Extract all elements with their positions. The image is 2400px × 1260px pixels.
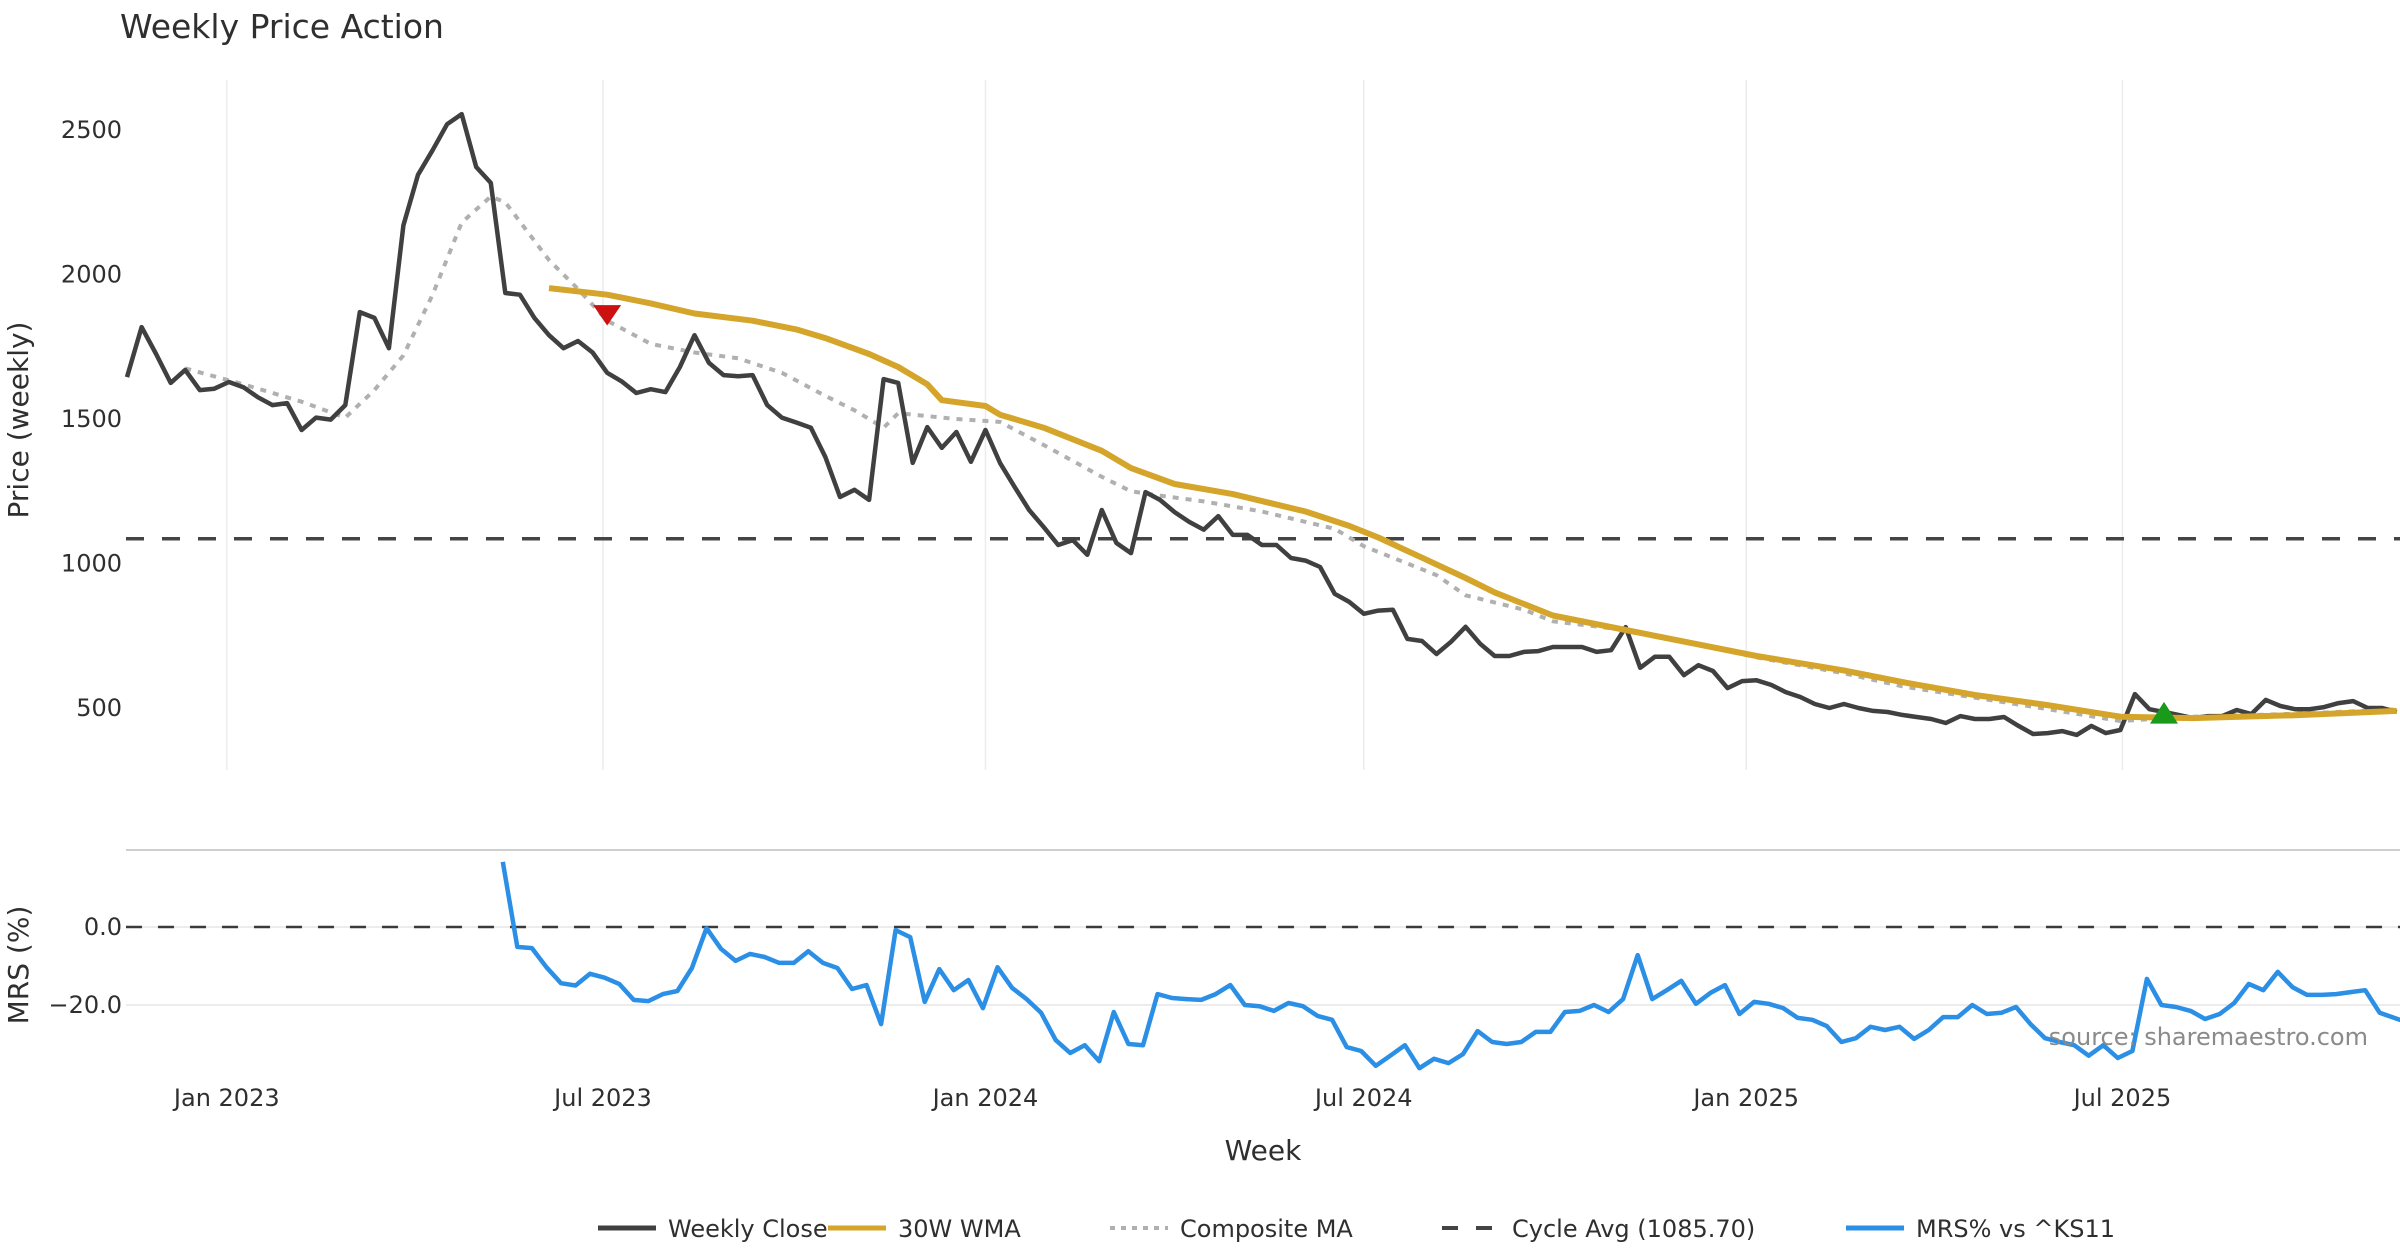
legend-item: Composite MA	[1110, 1215, 1353, 1243]
mrs-y-axis-label: MRS (%)	[2, 906, 35, 1025]
y-tick-label: 1500	[61, 405, 122, 433]
price-gridlines	[226, 80, 2124, 770]
price-y-axis-label: Price (weekly)	[2, 322, 35, 519]
signal-markers	[593, 305, 2178, 724]
x-tick-label: Jan 2025	[1691, 1084, 1799, 1112]
legend-label: Cycle Avg (1085.70)	[1512, 1215, 1755, 1243]
chart-title: Weekly Price Action	[120, 7, 444, 46]
legend-label: 30W WMA	[898, 1215, 1021, 1243]
mrs-gridlines	[126, 926, 2400, 1006]
sell-signal-marker	[593, 305, 622, 326]
legend-label: Composite MA	[1180, 1215, 1353, 1243]
composite-ma-line	[184, 194, 2397, 723]
wma-30w-line	[548, 285, 2397, 722]
y-tick-label: 2000	[61, 261, 122, 289]
price-y-ticks: 500 1000 1500 2000 2500	[61, 116, 122, 722]
x-tick-label: Jan 2024	[931, 1084, 1039, 1112]
legend-item: Weekly Close	[598, 1215, 828, 1243]
legend-item: MRS% vs ^KS11	[1846, 1215, 2115, 1243]
legend-label: MRS% vs ^KS11	[1916, 1215, 2115, 1243]
x-axis-ticks: Jan 2023 Jul 2023 Jan 2024 Jul 2024 Jan 2025…	[172, 1084, 2171, 1112]
y-tick-label: 500	[76, 694, 122, 722]
y-tick-label: 2500	[61, 116, 122, 144]
x-tick-label: Jul 2025	[2072, 1084, 2172, 1112]
x-tick-label: Jan 2023	[172, 1084, 280, 1112]
y-tick-label: 1000	[61, 550, 122, 578]
weekly-close-line	[124, 111, 2398, 738]
x-tick-label: Jul 2023	[552, 1084, 652, 1112]
legend-label: Weekly Close	[668, 1215, 828, 1243]
mrs-line	[500, 861, 2400, 1071]
price-series	[124, 111, 2400, 738]
mrs-y-ticks: 0.0 −20.0	[48, 913, 122, 1019]
x-tick-label: Jul 2024	[1313, 1084, 1413, 1112]
legend: Weekly Close 30W WMA Composite MA Cycle Avg…	[598, 1215, 2115, 1243]
mrs-y-tick-label: −20.0	[48, 991, 122, 1019]
source-note: source: sharemaestro.com	[2049, 1023, 2368, 1051]
buy-signal-marker	[2150, 701, 2178, 724]
legend-item: Cycle Avg (1085.70)	[1442, 1215, 1755, 1243]
x-axis-label: Week	[1225, 1134, 1302, 1167]
legend-item: 30W WMA	[828, 1215, 1021, 1243]
mrs-series	[126, 861, 2400, 1071]
mrs-y-tick-label: 0.0	[84, 913, 122, 941]
